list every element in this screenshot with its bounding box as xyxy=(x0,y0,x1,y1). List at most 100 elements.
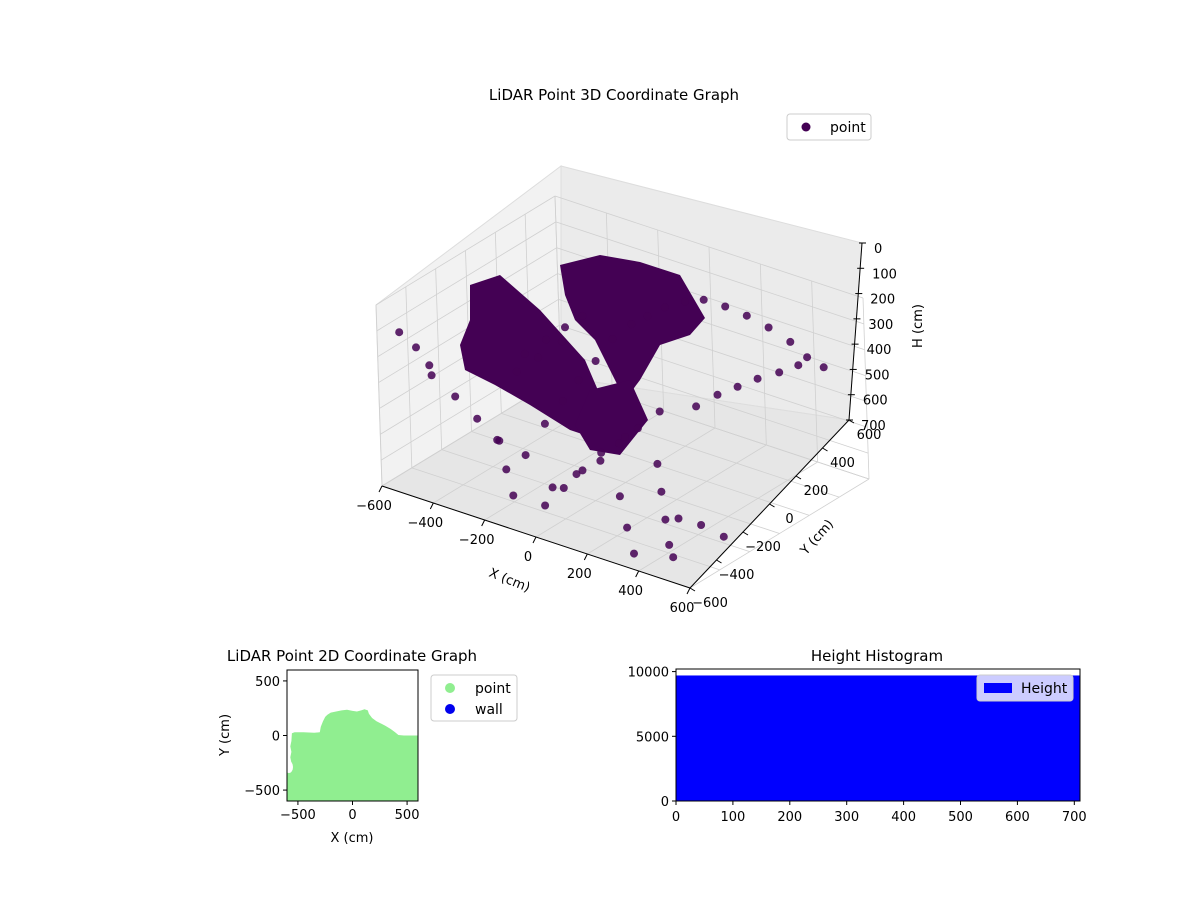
scatter-point-3d xyxy=(623,523,632,532)
scatter-point-3d xyxy=(591,357,600,365)
x-tick-label-histogram: 200 xyxy=(777,810,802,825)
y-tick-label-2d: 500 xyxy=(255,675,280,690)
scatter-point-3d xyxy=(540,419,549,428)
x-tick-label-histogram: 300 xyxy=(834,810,859,825)
scatter-point-3d xyxy=(559,484,568,492)
grid-line-y-left xyxy=(405,286,413,468)
x-tick-mark-3d xyxy=(532,536,537,544)
scatter-point-3d xyxy=(412,343,420,352)
scatter-point-3d xyxy=(561,323,569,332)
chart-2d: LiDAR Point 2D Coordinate Graph −500 0 500… xyxy=(218,647,518,846)
scatter-point-3d xyxy=(578,311,587,320)
grid-line-x-back xyxy=(708,246,716,429)
z-tick-label-3d: 400 xyxy=(867,343,892,358)
x-tick-label-histogram: 100 xyxy=(720,810,745,825)
x-tick-label-3d: 0 xyxy=(524,550,532,565)
y-tick-label-3d: −600 xyxy=(692,596,728,611)
x-tick-label-2d: −500 xyxy=(280,808,316,823)
grid-line-z-back xyxy=(554,195,864,299)
scatter-point-3d xyxy=(633,424,642,433)
scatter-point-3d xyxy=(578,466,587,475)
scatter-point-3d xyxy=(502,465,511,474)
scatter-point-3d xyxy=(643,312,652,321)
x-tick-label-histogram: 600 xyxy=(1005,810,1030,825)
scatter-point-3d xyxy=(713,390,722,399)
scatter-point-3d xyxy=(697,521,706,529)
scatter-point-3d xyxy=(775,368,784,377)
scatter-point-3d xyxy=(786,337,795,346)
scatter-point-3d xyxy=(534,353,543,362)
legend-histogram-label: Height xyxy=(1021,681,1068,697)
y-tick-label-histogram: 0 xyxy=(661,795,669,810)
legend-2d-label-point: point xyxy=(475,681,511,697)
y-tick-mark-3d xyxy=(716,559,722,564)
scatter-point-3d xyxy=(669,553,678,562)
scatter-point-3d xyxy=(512,367,521,376)
y-tick-label-3d: 200 xyxy=(804,484,829,499)
histogram-frame xyxy=(675,668,1081,802)
scatter-point-3d xyxy=(660,303,669,312)
grid-line-x-back xyxy=(759,263,767,446)
legend-2d-label-wall: wall xyxy=(475,702,503,718)
x-tick-label-3d: −400 xyxy=(407,516,443,531)
y-tick-mark-3d xyxy=(822,447,828,452)
z-tick-label-3d: 300 xyxy=(868,318,893,333)
x-tick-mark-3d xyxy=(378,485,383,493)
scatter-point-3d xyxy=(661,515,670,524)
scatter-point-3d xyxy=(615,492,624,501)
grid-line-x-back xyxy=(811,280,819,463)
scatter-point-3d xyxy=(681,297,689,306)
x-axis-label-2d: X (cm) xyxy=(331,831,374,846)
grid-line-y-left xyxy=(375,304,383,487)
x-tick-mark-3d xyxy=(686,587,691,595)
chart-3d-title: LiDAR Point 3D Coordinate Graph xyxy=(489,86,739,104)
scatter-point-3d xyxy=(608,335,617,344)
scatter-point-3d xyxy=(473,414,482,423)
legend-histogram-box xyxy=(976,674,1074,702)
grid-line-y-floor xyxy=(441,449,750,553)
y-tick-label-3d: 600 xyxy=(857,428,882,443)
legend-2d-marker-wall xyxy=(445,704,455,714)
scatter-point-3d xyxy=(572,470,581,479)
legend-2d: point wall xyxy=(430,674,518,722)
scatter-point-3d xyxy=(425,361,434,370)
x-tick-label-2d: 0 xyxy=(348,808,356,823)
z-tick-label-3d: 700 xyxy=(861,419,886,434)
scatter-point-3d xyxy=(548,483,557,492)
grid-line-z-left xyxy=(377,247,557,358)
grid-line-z-back xyxy=(555,221,864,325)
y-tick-mark-3d xyxy=(795,475,802,480)
scatter-point-3d xyxy=(596,456,605,465)
grid-line-z-left xyxy=(375,195,556,306)
z-axis-label-3d: H (cm) xyxy=(911,304,926,348)
x-tick-label-histogram: 700 xyxy=(1062,810,1087,825)
scatter-point-3d xyxy=(742,311,751,320)
z-tick-label-3d: 600 xyxy=(863,394,888,409)
y-tick-mark-3d xyxy=(742,531,749,536)
scatter-points-3d xyxy=(395,295,828,562)
y-tick-label-3d: −200 xyxy=(745,540,781,555)
scatter-point-3d xyxy=(764,323,773,332)
legend-3d-marker-point xyxy=(801,122,811,132)
chart-2d-title: LiDAR Point 2D Coordinate Graph xyxy=(227,647,477,665)
scatter-point-3d xyxy=(794,361,803,370)
scatter-point-3d xyxy=(803,353,812,362)
scatter-point-3d xyxy=(719,532,728,541)
scatter-point-3d xyxy=(395,328,404,337)
z-tick-label-3d: 0 xyxy=(874,242,882,257)
scatter-point-3d xyxy=(495,436,504,445)
scatter-point-3d xyxy=(699,295,708,304)
grid-line-y-floor xyxy=(411,467,720,571)
x-tick-label-3d: 400 xyxy=(618,584,643,599)
x-tick-mark-3d xyxy=(583,553,588,561)
ticks-2d: −500 0 500 −500 0 500 xyxy=(244,675,419,823)
scatter-point-3d xyxy=(521,451,530,460)
x-tick-mark-3d xyxy=(429,502,434,510)
legend-histogram: Height xyxy=(976,674,1074,702)
y-tick-mark-3d xyxy=(769,503,775,508)
y-tick-label-histogram: 10000 xyxy=(628,666,669,681)
y-axis-label-2d: Y (cm) xyxy=(218,714,233,757)
scatter-point-3d xyxy=(574,376,583,385)
z-tick-label-3d: 100 xyxy=(872,267,897,282)
